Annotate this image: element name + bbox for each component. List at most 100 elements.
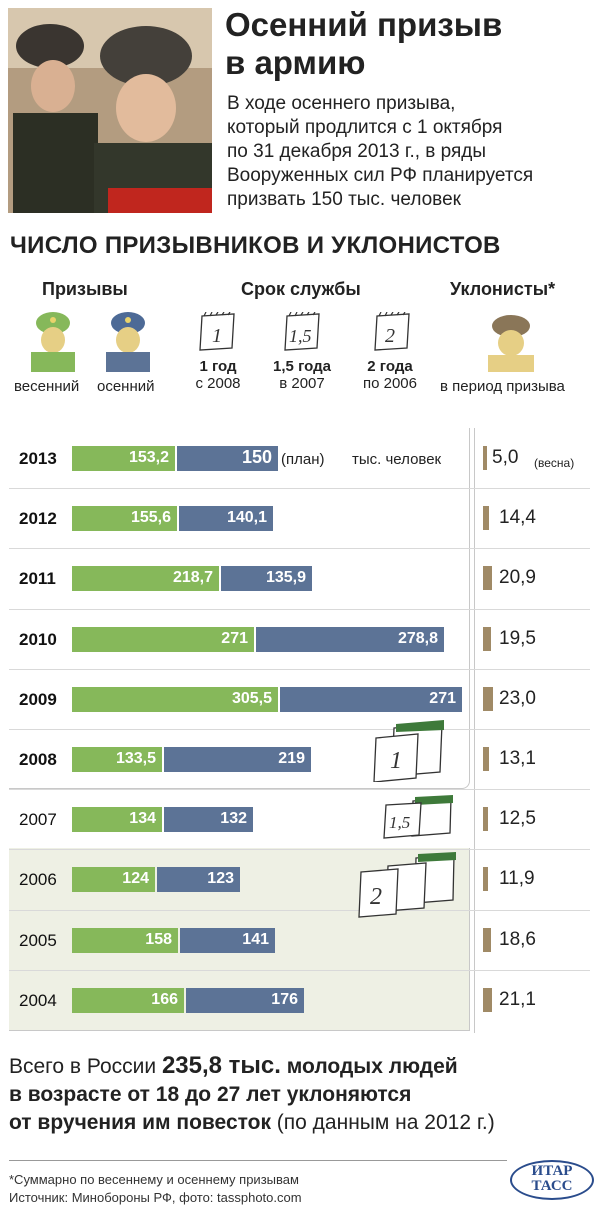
dodgers-value: 23,0 bbox=[499, 688, 536, 709]
spring-bar: 133,5 bbox=[72, 747, 162, 772]
spring-value: 305,5 bbox=[231, 690, 272, 707]
row-divider bbox=[9, 548, 590, 549]
autumn-bar: 176 bbox=[186, 988, 304, 1013]
page-title: Осенний призыв в армию bbox=[225, 6, 502, 82]
lead-line: призвать 150 тыс. человек bbox=[227, 189, 461, 210]
term-1-5-line1: 1,5 года bbox=[273, 358, 331, 375]
dodgers-value: 13,1 bbox=[499, 748, 536, 769]
spring-value: 155,6 bbox=[130, 509, 171, 526]
spring-value: 153,2 bbox=[128, 449, 169, 466]
autumn-bar: 219 bbox=[164, 747, 311, 772]
summary-part2: молодых людей bbox=[280, 1055, 458, 1078]
autumn-bar: 271 bbox=[280, 687, 462, 712]
plan-note: (план) bbox=[281, 451, 325, 468]
dodgers-bar bbox=[483, 687, 493, 711]
service-marker-2-year: 2 bbox=[358, 852, 456, 918]
year-label: 2005 bbox=[19, 931, 57, 950]
lead-line: который продлится с 1 октября bbox=[227, 117, 503, 138]
row-divider bbox=[9, 970, 590, 971]
summary-line2-text: в возрасте от 18 до 27 лет уклоняются bbox=[9, 1083, 412, 1106]
year-label: 2013 bbox=[19, 449, 57, 468]
dodgers-value: 12,5 bbox=[499, 808, 536, 829]
lead-line: по 31 декабря 2013 г., в ряды bbox=[227, 141, 487, 162]
header-photo bbox=[8, 8, 212, 213]
year-label: 2004 bbox=[19, 991, 57, 1010]
service-marker-1-year: 1 bbox=[373, 720, 444, 782]
spring-value: 271 bbox=[221, 630, 248, 647]
calendar-1-year-icon: 1 bbox=[199, 312, 235, 351]
spring-bar: 124 bbox=[72, 867, 155, 892]
logo-line-2: ТАСС bbox=[531, 1178, 573, 1194]
row-divider bbox=[9, 609, 590, 610]
row-divider bbox=[9, 669, 590, 670]
autumn-value: 278,8 bbox=[397, 630, 438, 647]
autumn-value: 219 bbox=[278, 750, 305, 767]
conscripts-photo-illustration bbox=[8, 8, 212, 213]
summary-line-3: от вручения им повесток (по данным на 20… bbox=[9, 1109, 495, 1137]
autumn-value: 141 bbox=[242, 931, 269, 948]
spring-value: 218,7 bbox=[172, 569, 213, 586]
year-label: 2012 bbox=[19, 509, 57, 528]
service-marker-1-5-year: 1,5 bbox=[383, 795, 453, 839]
spring-value: 166 bbox=[151, 991, 178, 1008]
spring-bar: 153,2 bbox=[72, 446, 175, 471]
footnote: *Суммарно по весеннему и осеннему призыв… bbox=[9, 1172, 299, 1187]
autumn-conscript-icon bbox=[106, 312, 150, 372]
title-line-2: в армию bbox=[225, 44, 366, 81]
spring-bar: 158 bbox=[72, 928, 178, 953]
logo-line-1: ИТАР bbox=[531, 1163, 573, 1179]
autumn-value: 132 bbox=[220, 810, 247, 827]
autumn-value: 135,9 bbox=[265, 569, 306, 586]
dodgers-bar bbox=[483, 928, 491, 952]
legend-service-header: Срок службы bbox=[241, 279, 361, 299]
dodgers-value: 14,4 bbox=[499, 507, 536, 528]
itar-tass-logo: ИТАР ТАСС bbox=[510, 1160, 594, 1200]
dodgers-value: 19,5 bbox=[499, 628, 536, 649]
unit-label: тыс. человек bbox=[352, 451, 442, 468]
legend-spring-label: весенний bbox=[14, 378, 80, 395]
row-divider bbox=[9, 849, 590, 850]
term-1-caption: 1 год с 2008 bbox=[186, 358, 250, 392]
year-label: 2006 bbox=[19, 870, 57, 889]
spring-note: (весна) bbox=[534, 456, 575, 470]
term-1-line1: 1 год bbox=[199, 358, 237, 375]
autumn-value: 123 bbox=[207, 870, 234, 887]
autumn-value: 176 bbox=[271, 991, 298, 1008]
calendar-1-5-text: 1,5 bbox=[289, 326, 312, 346]
service-marker-2-text: 2 bbox=[370, 884, 382, 910]
spring-bar: 155,6 bbox=[72, 506, 177, 531]
summary-number: 235,8 тыс. bbox=[161, 1052, 281, 1079]
year-label: 2010 bbox=[19, 630, 57, 649]
dodgers-bar bbox=[483, 867, 488, 891]
autumn-bar: 140,1 bbox=[179, 506, 273, 531]
source-line: Источник: Минобороны РФ, фото: tassphoto… bbox=[9, 1190, 302, 1205]
legend-autumn-label: осенний bbox=[97, 378, 155, 395]
row-divider bbox=[9, 789, 590, 790]
dodgers-value: 21,1 bbox=[499, 989, 536, 1010]
dodger-icon bbox=[488, 315, 534, 372]
summary-line3-bold: от вручения им повесток bbox=[9, 1111, 271, 1134]
dodgers-bar bbox=[483, 988, 492, 1012]
calendar-1-text: 1 bbox=[212, 325, 222, 347]
spring-conscript-icon bbox=[31, 312, 75, 372]
autumn-value: 150 bbox=[241, 447, 272, 467]
row-divider bbox=[9, 729, 590, 730]
term-2-line2: по 2006 bbox=[362, 375, 417, 392]
autumn-bar: 278,8 bbox=[256, 627, 444, 652]
bar-chart: 2013 153,2 150 5,0 2012 155,6 140,1 14,4 2011 218… bbox=[9, 446, 590, 1013]
dodgers-value: 11,9 bbox=[499, 868, 535, 889]
autumn-bar: 135,9 bbox=[221, 566, 312, 591]
service-marker-1-text: 1 bbox=[390, 748, 402, 774]
year-label: 2007 bbox=[19, 810, 57, 829]
spring-value: 124 bbox=[122, 870, 149, 887]
autumn-bar: 150 bbox=[177, 446, 278, 471]
dodgers-bar bbox=[483, 446, 487, 470]
spring-bar: 271 bbox=[72, 627, 254, 652]
lead-paragraph: В ходе осеннего призыва, который продлит… bbox=[227, 92, 533, 212]
footer-divider bbox=[9, 1160, 507, 1161]
year-label: 2009 bbox=[19, 690, 57, 709]
chart-frame-1year bbox=[9, 428, 470, 789]
year-label: 2008 bbox=[19, 750, 57, 769]
section-title: ЧИСЛО ПРИЗЫВНИКОВ И УКЛОНИСТОВ bbox=[10, 232, 501, 259]
autumn-bar: 141 bbox=[180, 928, 275, 953]
